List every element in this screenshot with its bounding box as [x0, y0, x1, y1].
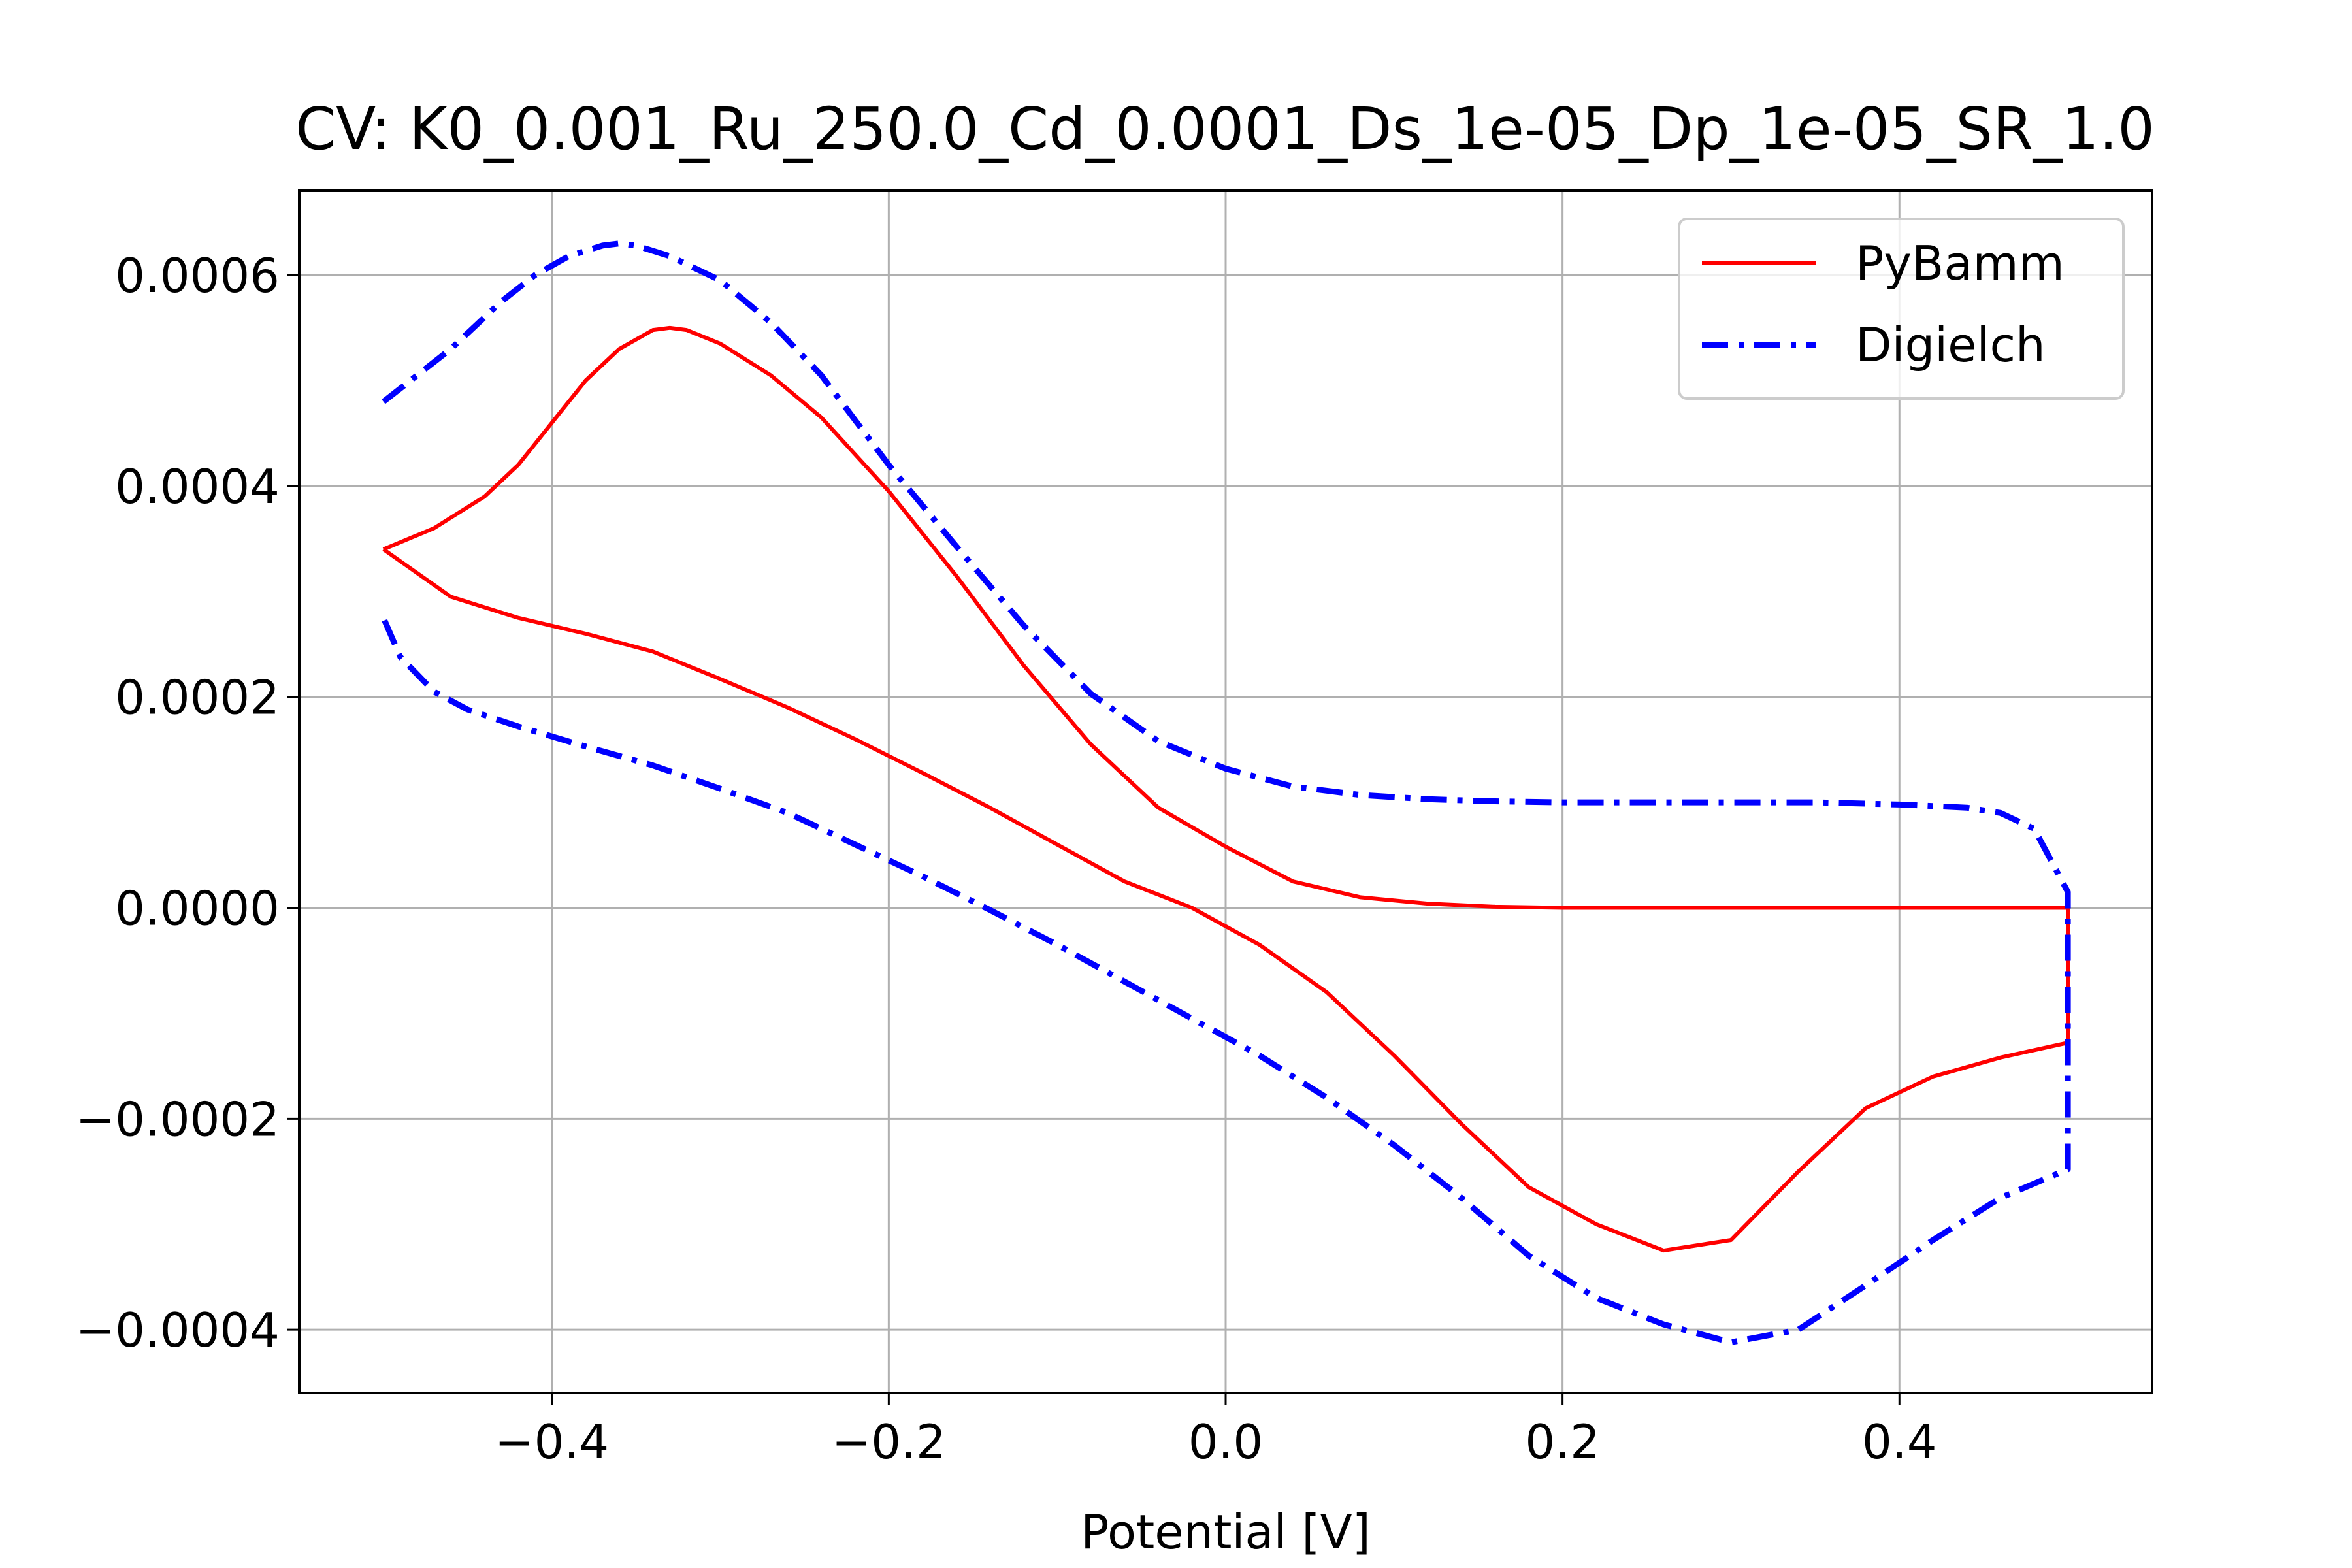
legend-label-pybamm: PyBamm: [1855, 236, 2065, 291]
chart-title: CV: K0_0.001_Ru_250.0_Cd_0.0001_Ds_1e-05…: [295, 95, 2155, 163]
ticks: −0.4 −0.2 0.0 0.2 0.4 −0.0004 −0.0002 0.0000 0.0…: [76, 248, 1937, 1469]
y-tick-label: 0.0004: [115, 459, 280, 514]
x-tick-label: −0.2: [832, 1414, 946, 1469]
x-tick-label: −0.4: [495, 1414, 609, 1469]
x-tick-label: 0.0: [1188, 1414, 1264, 1469]
y-tick-label: −0.0002: [76, 1092, 280, 1147]
legend-label-digielch: Digielch: [1855, 318, 2046, 372]
y-tick-label: −0.0004: [76, 1303, 280, 1358]
x-tick-label: 0.4: [1862, 1414, 1937, 1469]
series-line-digielch: [380, 240, 2071, 1345]
series-group: [380, 240, 2071, 1345]
x-axis-label: Potential [V]: [1081, 1505, 1371, 1560]
x-tick-label: 0.2: [1525, 1414, 1600, 1469]
y-tick-label: 0.0002: [115, 670, 280, 725]
y-tick-label: 0.0000: [115, 881, 280, 936]
legend: PyBamm Digielch: [1678, 218, 2125, 400]
series-line-pybamm: [382, 325, 2070, 1253]
y-tick-label: 0.0006: [115, 248, 280, 303]
